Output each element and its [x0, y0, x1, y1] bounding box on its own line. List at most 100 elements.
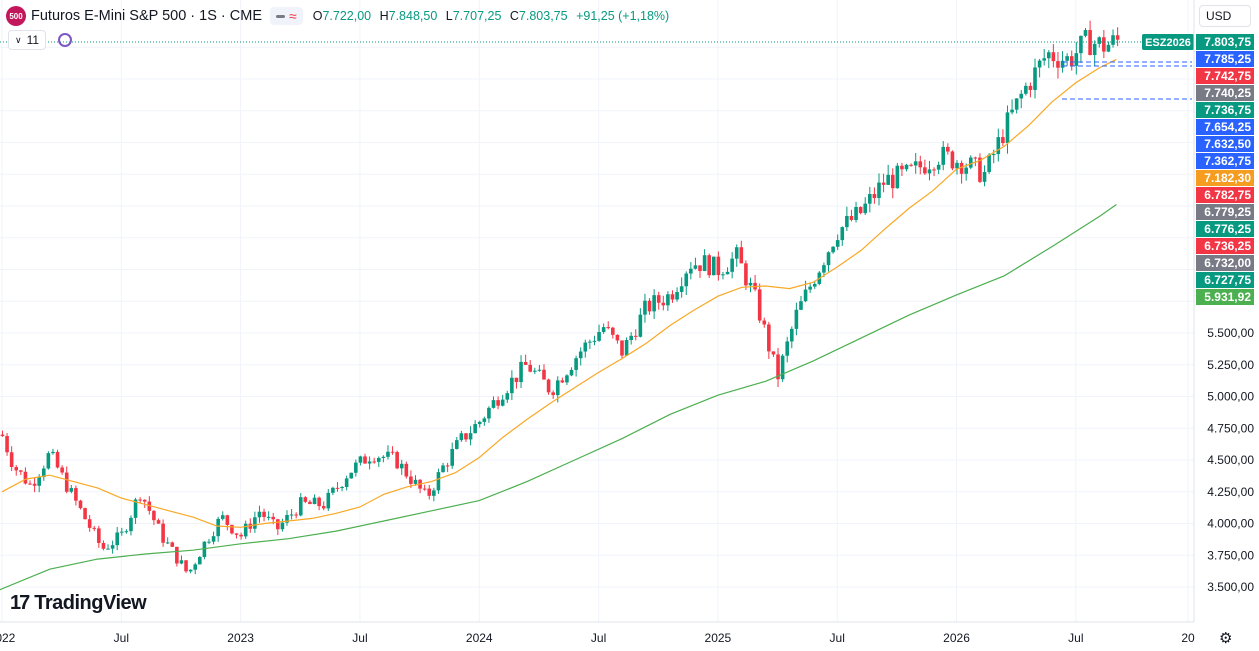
- candle-body: [106, 548, 110, 550]
- candle-body: [165, 542, 170, 544]
- candle-body: [1088, 30, 1092, 56]
- candle-body: [459, 433, 464, 441]
- candle-body: [927, 169, 932, 174]
- candle-body: [666, 294, 670, 306]
- candle-body: [565, 375, 569, 383]
- candle-body: [716, 256, 721, 276]
- candle-body: [308, 501, 312, 505]
- candle-body: [395, 452, 399, 469]
- y-tick-label: 4.000,00: [1207, 517, 1254, 531]
- symbol-tag: [1142, 34, 1194, 50]
- candle-body: [533, 370, 537, 372]
- candle-body: [188, 569, 193, 572]
- candle-body: [142, 499, 147, 502]
- candle-body: [101, 542, 106, 549]
- candle-body: [445, 465, 450, 467]
- candle-body: [129, 517, 133, 532]
- indicators-row: ∨ 11: [8, 30, 73, 50]
- candle-body: [253, 517, 257, 529]
- candle-body: [349, 472, 354, 479]
- candle-body: [358, 456, 363, 463]
- symbol-title[interactable]: Futuros E-Mini S&P 500 · 1S · CME: [31, 8, 263, 24]
- currency-selector[interactable]: USD: [1199, 5, 1251, 27]
- candle-body: [312, 497, 317, 505]
- candle-body: [923, 167, 927, 174]
- candle-body: [1051, 52, 1056, 62]
- candle-body: [601, 327, 606, 332]
- candle-body: [289, 514, 294, 516]
- y-tick-label: 4.750,00: [1207, 421, 1254, 435]
- candle-body: [528, 364, 533, 372]
- candle-body: [739, 247, 744, 264]
- candle-body: [184, 560, 188, 572]
- candle-body: [0, 434, 5, 437]
- candle-body: [606, 327, 611, 329]
- price-label: 6.782,75: [1204, 188, 1251, 202]
- candle-body: [1019, 93, 1024, 99]
- candle-body: [1046, 52, 1051, 59]
- price-label-box: [1196, 238, 1254, 254]
- candle-body: [64, 472, 69, 492]
- candle-body: [152, 510, 156, 521]
- candle-body: [468, 433, 473, 440]
- price-label-box: [1196, 187, 1254, 203]
- candle-body: [1115, 35, 1120, 40]
- price-label: 6.727,75: [1204, 273, 1251, 287]
- candle-body: [638, 314, 643, 337]
- candle-body: [909, 164, 913, 166]
- candle-body: [661, 302, 666, 306]
- price-label: 6.776,25: [1204, 222, 1251, 236]
- candle-body: [702, 255, 707, 272]
- candle-body: [1010, 109, 1014, 113]
- candle-body: [326, 492, 331, 509]
- candle-body: [537, 369, 542, 371]
- candle-body: [161, 523, 165, 543]
- candle-body: [863, 203, 868, 214]
- candle-body: [890, 174, 895, 189]
- x-tick-label: 2024: [466, 631, 493, 645]
- candle-body: [216, 518, 220, 537]
- price-label: 7.785,25: [1204, 52, 1251, 66]
- y-tick-label: 5.500,00: [1207, 326, 1254, 340]
- candle-body: [175, 546, 179, 564]
- symbol-logo[interactable]: 500: [6, 6, 26, 26]
- candle-body: [413, 479, 418, 484]
- candle-body: [78, 500, 83, 509]
- candle-body: [1014, 98, 1019, 110]
- tradingview-logo: 17 TradingView: [10, 592, 147, 615]
- candle-body: [918, 161, 923, 168]
- candle-body: [877, 182, 881, 199]
- candle-body: [826, 252, 831, 266]
- candle-body: [1102, 37, 1106, 52]
- candle-body: [895, 165, 900, 189]
- candle-body: [303, 497, 308, 502]
- candle-body: [211, 536, 216, 542]
- visibility-toggle[interactable]: ≈: [270, 7, 303, 25]
- candle-body: [133, 499, 138, 518]
- candle-body: [872, 194, 877, 199]
- x-tick-label: Jul: [1068, 631, 1083, 645]
- candle-body: [225, 515, 230, 525]
- candle-body: [551, 392, 555, 396]
- candle-body: [427, 488, 432, 496]
- candle-body: [1097, 37, 1102, 44]
- candle-body: [147, 501, 152, 511]
- gear-icon[interactable]: ⚙: [1219, 630, 1233, 647]
- candle-body: [32, 483, 37, 486]
- candle-body: [1042, 58, 1046, 61]
- candle-body: [454, 440, 459, 449]
- candle-body: [560, 380, 565, 383]
- y-tick-label: 3.500,00: [1207, 580, 1254, 594]
- indicators-toggle[interactable]: ∨ 11: [8, 30, 47, 50]
- candle-body: [321, 506, 326, 509]
- sync-icon[interactable]: [58, 33, 73, 47]
- candle-body: [239, 534, 243, 537]
- x-tick-label: 2026: [943, 631, 970, 645]
- candle-body: [656, 295, 661, 303]
- candle-body: [955, 162, 959, 169]
- candle-body: [124, 531, 129, 533]
- candle-body: [193, 564, 198, 570]
- candle-body: [762, 320, 767, 325]
- candle-body: [14, 467, 19, 471]
